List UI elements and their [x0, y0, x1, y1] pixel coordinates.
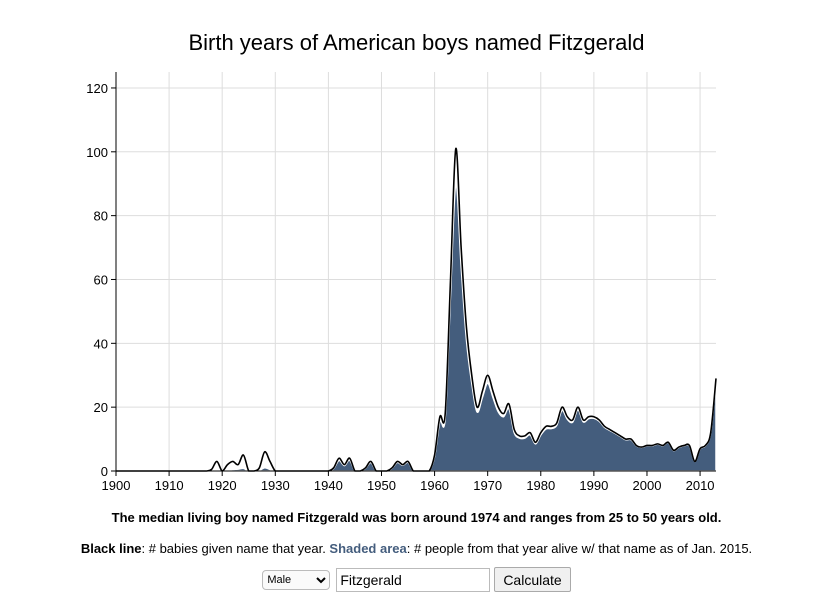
births-line: [116, 147, 717, 472]
median-summary: The median living boy named Fitzgerald w…: [111, 510, 722, 525]
x-tick: 2000: [633, 471, 662, 493]
x-tick-label: 1980: [526, 478, 555, 493]
x-tick-label: 1960: [420, 478, 449, 493]
living-area: [116, 182, 717, 472]
y-tick: 20: [94, 400, 116, 415]
legend-shade-desc: : # people from that year alive w/ that …: [406, 541, 753, 556]
y-tick-label: 100: [86, 145, 108, 160]
x-tick: 1990: [579, 471, 608, 493]
x-tick-label: 1990: [579, 478, 608, 493]
x-tick: 1920: [208, 471, 237, 493]
x-tick-label: 1920: [208, 478, 237, 493]
birth-year-chart: 1900 1910 1920 1930 1940 1950 1960 1970 1980 1990…: [86, 72, 717, 493]
legend-shade-label: Shaded area: [329, 541, 407, 556]
x-tick-label: 1940: [314, 478, 343, 493]
x-tick-label: 2000: [633, 478, 662, 493]
y-tick-label: 40: [94, 336, 108, 351]
sex-select[interactable]: Male: [262, 569, 331, 590]
y-tick: 60: [94, 272, 116, 287]
y-tick: 0: [101, 464, 116, 479]
name-input[interactable]: [336, 567, 491, 592]
legend-line-desc: : # babies given name that year.: [141, 541, 330, 556]
y-tick: 40: [94, 336, 116, 351]
x-tick-label: 1900: [102, 478, 131, 493]
controls: Male Calculate: [0, 567, 833, 592]
x-tick: 1930: [261, 471, 290, 493]
calculate-button[interactable]: Calculate: [494, 567, 571, 592]
y-tick-label: 0: [101, 464, 108, 479]
y-tick: 120: [86, 81, 116, 96]
x-tick: 2010: [686, 471, 715, 493]
x-tick: 1980: [526, 471, 555, 493]
legend-line-label: Black line: [80, 541, 142, 556]
x-tick: 1940: [314, 471, 343, 493]
axes: 1900 1910 1920 1930 1940 1950 1960 1970 1980 1990…: [86, 72, 716, 493]
x-tick: 1950: [367, 471, 396, 493]
y-tick-label: 80: [94, 209, 108, 224]
x-tick: 1960: [420, 471, 449, 493]
x-tick: 1910: [155, 471, 184, 493]
x-tick: 1900: [102, 471, 131, 493]
y-tick-label: 20: [94, 400, 108, 415]
x-tick-label: 2010: [686, 478, 715, 493]
x-tick-label: 1970: [473, 478, 502, 493]
legend: Black line: # babies given name that yea…: [0, 541, 833, 556]
x-tick-label: 1930: [261, 478, 290, 493]
y-tick-label: 120: [86, 81, 108, 96]
y-tick-label: 60: [94, 272, 108, 287]
y-tick: 100: [86, 145, 116, 160]
chart-title: Birth years of American boys named Fitzg…: [188, 30, 645, 55]
x-tick: 1970: [473, 471, 502, 493]
y-tick: 80: [94, 209, 116, 224]
x-tick-label: 1910: [155, 478, 184, 493]
x-tick-label: 1950: [367, 478, 396, 493]
grid: [115, 72, 716, 472]
